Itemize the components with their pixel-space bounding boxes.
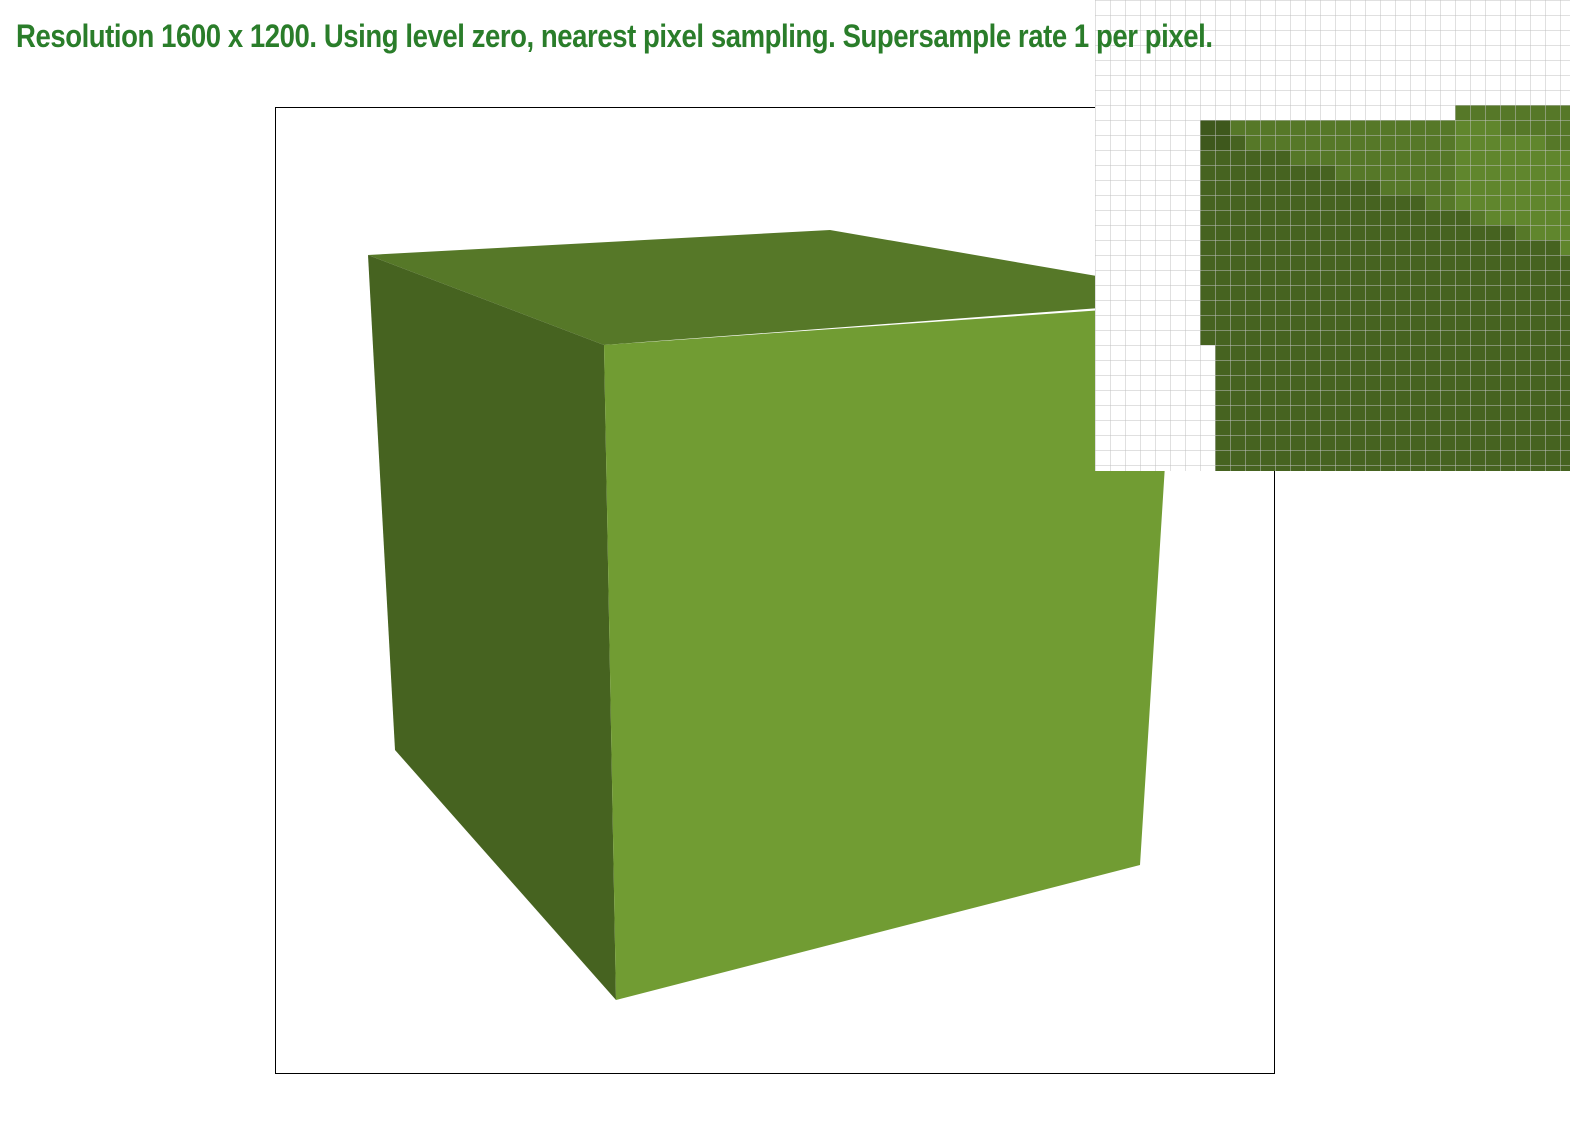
grid-overlay — [1095, 0, 1570, 471]
status-text: Resolution 1600 x 1200. Using level zero… — [16, 18, 1213, 54]
cube-top-face — [368, 230, 1140, 345]
pixel-zoom-grid — [1095, 0, 1570, 471]
cube-left-face — [368, 255, 616, 1000]
cube-front-face — [604, 305, 1175, 1000]
pixel-zoom-inspector[interactable] — [1095, 0, 1570, 471]
